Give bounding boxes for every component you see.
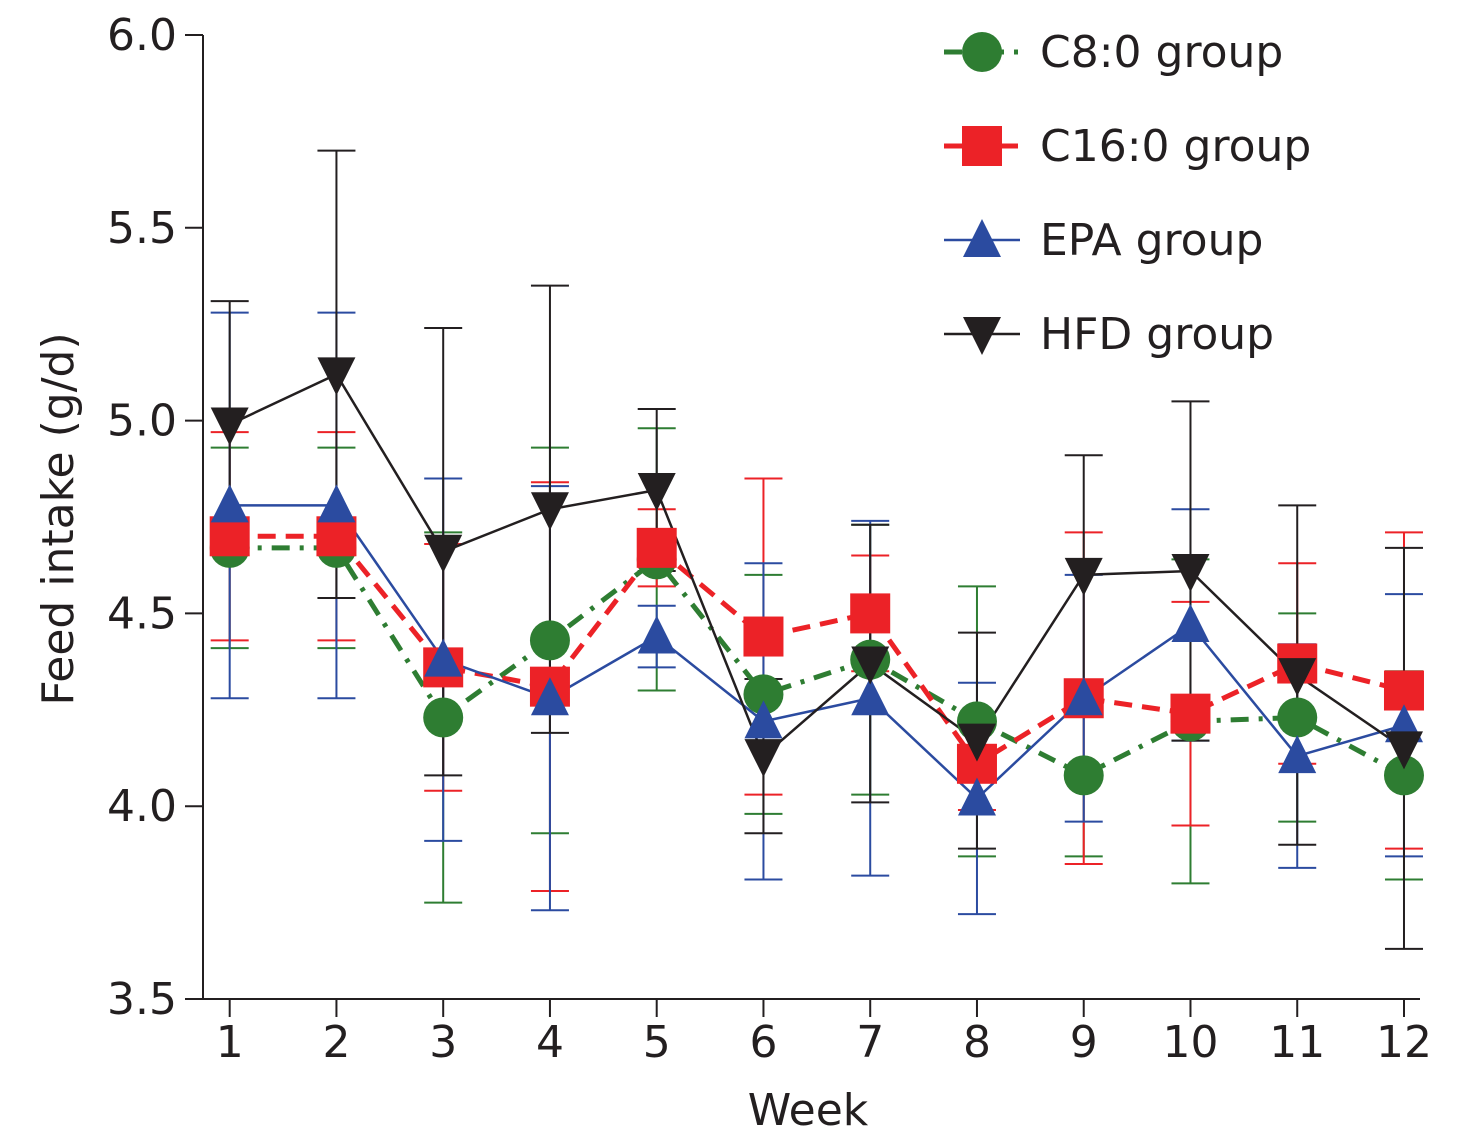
c8-0-group-point (1383, 755, 1424, 796)
c8-0-group-line (229, 545, 1406, 779)
c8-0-group-point (1277, 697, 1318, 738)
series-lines (229, 372, 1406, 801)
legend-item-epa-group: EPA group (944, 215, 1263, 266)
c16-0-group-point (743, 616, 784, 657)
x-tick-label: 8 (963, 1017, 991, 1068)
epa-group-point (851, 677, 890, 716)
x-tick-label: 6 (749, 1017, 777, 1068)
x-tick-label: 5 (643, 1017, 671, 1068)
legend-item-hfd-group: HFD group (944, 309, 1274, 360)
x-tick-label: 10 (1162, 1017, 1218, 1068)
c16-0-group-point (1383, 670, 1424, 711)
legend-marker (962, 32, 1002, 72)
hfd-group-point (1384, 731, 1423, 770)
legend: C8:0 group C16:0 group EPA group HFD group (944, 27, 1311, 360)
c16-0-group-point (1170, 693, 1211, 734)
c8-0-group-point (743, 674, 784, 715)
x-tick-label: 12 (1376, 1017, 1432, 1068)
x-tick-label: 2 (322, 1017, 350, 1068)
hfd-group-line (229, 372, 1405, 759)
epa-group-point (530, 677, 569, 716)
y-axis-title: Feed intake (g/d) (33, 332, 84, 705)
epa-group-line (229, 504, 1405, 801)
legend-label: C8:0 group (1040, 27, 1283, 78)
hfd-group-point (1171, 553, 1210, 592)
legend-label: C16:0 group (1040, 121, 1311, 172)
epa-group-point (744, 700, 783, 739)
y-tick-label: 5.5 (107, 203, 177, 254)
legend-item-c16-0-group: C16:0 group (944, 121, 1311, 172)
legend-marker (963, 317, 1001, 355)
c16-0-group-point (316, 516, 357, 557)
legend-label: EPA group (1040, 215, 1263, 266)
x-tick-label: 11 (1269, 1017, 1325, 1068)
hfd-group-point (424, 534, 463, 573)
c16-0-group-point (850, 593, 891, 634)
epa-group-point (424, 638, 463, 677)
hfd-group-point (851, 646, 890, 685)
epa-group-point (1064, 677, 1103, 716)
epa-group-point (1278, 735, 1317, 774)
legend-marker (962, 126, 1002, 166)
y-tick-label: 5.0 (107, 396, 177, 447)
c16-0-group-point (209, 516, 250, 557)
x-axis-title: Week (748, 1085, 869, 1136)
epa-group-point (1171, 603, 1210, 642)
hfd-group-point (210, 407, 249, 446)
epa-group-point (317, 484, 356, 523)
c16-0-group-line (229, 533, 1405, 768)
y-tick-label: 4.0 (107, 781, 177, 832)
hfd-group-point (530, 492, 569, 531)
axes: 3.54.04.55.05.56.01 2 3 4 5 6 7 8 9 10 11 12 (107, 10, 1432, 1068)
legend-item-c8-0-group: C8:0 group (944, 27, 1283, 78)
c16-0-group-point (636, 527, 677, 568)
epa-group-point (210, 484, 249, 523)
hfd-group-point (957, 723, 996, 762)
y-tick-label: 6.0 (107, 10, 177, 61)
epa-group-point (957, 777, 996, 816)
legend-marker (963, 219, 1001, 257)
epa-group-point (637, 615, 676, 654)
c8-0-group-point (423, 697, 464, 738)
hfd-group-point (1064, 557, 1103, 596)
error-bars (210, 149, 1423, 950)
hfd-group-point (317, 357, 356, 396)
x-tick-label: 4 (536, 1017, 564, 1068)
x-tick-label: 7 (856, 1017, 884, 1068)
series-markers (209, 357, 1424, 816)
x-tick-label: 9 (1070, 1017, 1098, 1068)
c8-0-group-point (529, 620, 570, 661)
x-tick-label: 3 (429, 1017, 457, 1068)
hfd-group-point (1278, 658, 1317, 697)
legend-label: HFD group (1040, 309, 1274, 360)
x-tick-label: 1 (216, 1017, 244, 1068)
y-tick-label: 4.5 (107, 588, 177, 639)
c8-0-group-point (1063, 755, 1104, 796)
hfd-group-point (637, 473, 676, 512)
hfd-group-point (744, 739, 783, 778)
y-tick-label: 3.5 (107, 974, 177, 1025)
